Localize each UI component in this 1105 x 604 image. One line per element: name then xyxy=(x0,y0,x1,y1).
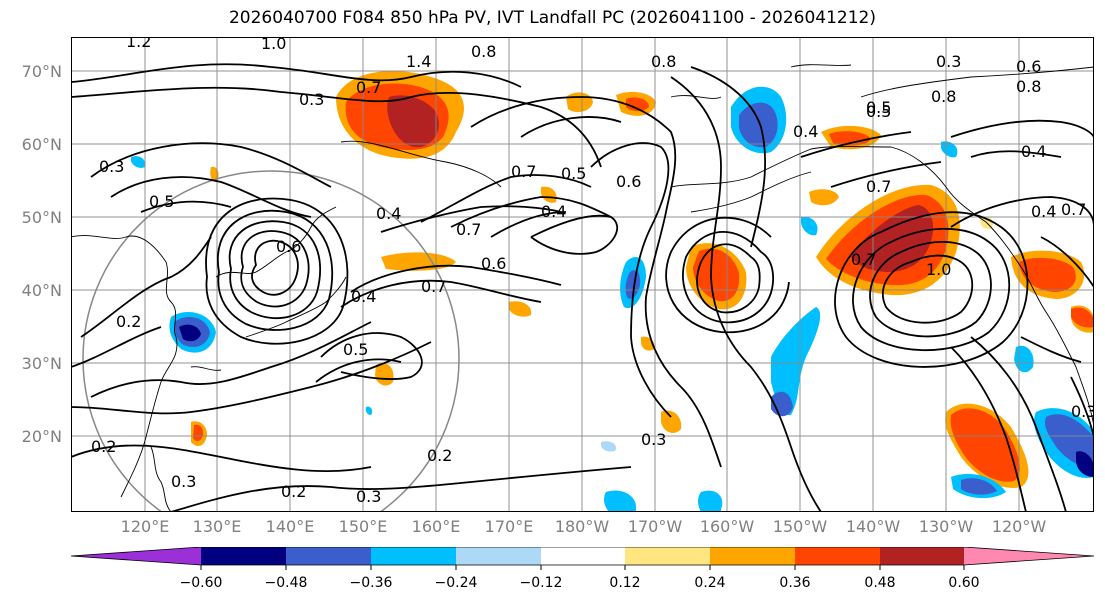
colorbar-segment xyxy=(71,547,201,565)
colorbar-tick-label: −0.60 xyxy=(179,575,223,591)
lon-label: 160°W xyxy=(699,517,755,536)
lon-label: 170°W xyxy=(627,517,683,536)
contour-label: 1.2 xyxy=(126,37,151,51)
lat-label: 70°N xyxy=(21,62,62,81)
contour-label: 0.5 xyxy=(866,98,891,117)
contour-label: 0.7 xyxy=(421,277,446,296)
positive-anomaly-shading xyxy=(191,71,1094,488)
contour-label: 0.2 xyxy=(116,312,141,331)
contour-label: 0.4 xyxy=(1031,202,1056,221)
map-panel: 1.2 1.0 1.4 0.8 0.8 0.3 0.7 0.3 0.5 0.5 … xyxy=(71,37,1094,512)
lat-label: 20°N xyxy=(21,427,62,446)
lat-label: 40°N xyxy=(21,281,62,300)
colorbar-ticks xyxy=(200,565,965,570)
colorbar-tick-label: 0.36 xyxy=(779,575,811,591)
contour-label: 0.5 xyxy=(149,192,174,211)
contour-label: 0.2 xyxy=(427,446,452,465)
contour-label: 0.4 xyxy=(541,202,566,221)
lon-label: 150°W xyxy=(772,517,828,536)
lon-label: 170°E xyxy=(484,517,534,536)
contour-label: 0.5 xyxy=(561,164,586,183)
lon-label: 120°E xyxy=(120,517,170,536)
contour-label: 0.5 xyxy=(343,340,368,359)
contour-label: 0.6 xyxy=(481,254,506,273)
contour-label: 0.4 xyxy=(1021,142,1046,161)
contour-label: 0.4 xyxy=(376,204,401,223)
lon-label: 160°E xyxy=(411,517,461,536)
colorbar-tick-label: 0.60 xyxy=(948,575,980,591)
contour-label: 0.5 xyxy=(866,102,891,121)
colorbar-segment xyxy=(541,547,625,565)
contour-label: 0.4 xyxy=(793,122,818,141)
lon-label: 180°W xyxy=(554,517,610,536)
contour-label: 0.8 xyxy=(931,87,956,106)
lat-label: 60°N xyxy=(21,135,62,154)
contour-label: 0.3 xyxy=(299,90,324,109)
contour-label: 0.6 xyxy=(1016,57,1041,76)
colorbar-tick-label: 0.48 xyxy=(864,575,896,591)
colorbar-segment xyxy=(456,547,541,565)
contour-label: 0.6 xyxy=(616,172,641,191)
colorbar-segment xyxy=(710,547,795,565)
lon-label: 140°E xyxy=(265,517,315,536)
lon-label: 130°E xyxy=(192,517,242,536)
colorbar-segment xyxy=(964,547,1094,565)
contour-label: 0.7 xyxy=(511,162,536,181)
contour-label: 0.7 xyxy=(866,177,891,196)
contour-label: 0.3 xyxy=(99,157,124,176)
contour-label: 0.3 xyxy=(356,487,381,506)
contour-labels: 1.2 1.0 1.4 0.8 0.8 0.3 0.7 0.3 0.5 0.5 … xyxy=(91,37,1094,506)
lat-label: 50°N xyxy=(21,208,62,227)
contour-label: 0.3 xyxy=(936,52,961,71)
contour-label: 0.8 xyxy=(1016,77,1041,96)
contour-label: 0.3 xyxy=(171,472,196,491)
colorbar-segment xyxy=(880,547,964,565)
contour-label: 0.2 xyxy=(281,482,306,501)
lon-label: 130°W xyxy=(918,517,974,536)
lon-label: 140°W xyxy=(845,517,901,536)
lon-label: 150°E xyxy=(338,517,388,536)
colorbar-tick-label: 0.24 xyxy=(694,575,726,591)
colorbar-segment xyxy=(286,547,371,565)
contour-label: 0.7 xyxy=(851,250,876,269)
contour-label: 0.3 xyxy=(1071,402,1094,421)
colorbar-tick-label: −0.36 xyxy=(349,575,393,591)
contour-label: 0.7 xyxy=(1061,200,1086,219)
lon-label: 120°W xyxy=(991,517,1047,536)
colorbar-tick-label: 0.12 xyxy=(609,575,641,591)
contour-label: 0.8 xyxy=(471,42,496,61)
contour-label: 0.7 xyxy=(356,78,381,97)
contour-label: 0.2 xyxy=(91,437,116,456)
colorbar-segment xyxy=(795,547,880,565)
contour-label: 1.0 xyxy=(261,37,286,53)
lat-label: 30°N xyxy=(21,354,62,373)
colorbar-tick-label: −0.12 xyxy=(519,575,563,591)
range-ring xyxy=(82,170,460,512)
contour-label: 1.0 xyxy=(926,260,951,279)
colorbar-segment xyxy=(371,547,456,565)
map-frame xyxy=(71,37,1094,512)
contour-label: 0.4 xyxy=(351,287,376,306)
colorbar-segment xyxy=(625,547,710,565)
contour-label: 1.4 xyxy=(406,52,431,71)
contour-label: 0.6 xyxy=(276,237,301,256)
pv-contours xyxy=(71,63,1094,512)
map-canvas: 1.2 1.0 1.4 0.8 0.8 0.3 0.7 0.3 0.5 0.5 … xyxy=(71,37,1094,512)
colorbar-segment xyxy=(201,547,286,565)
negative-anomaly-shading xyxy=(131,86,1094,512)
contour-label: 0.8 xyxy=(651,52,676,71)
colorbar-tick-label: −0.48 xyxy=(264,575,308,591)
colorbar xyxy=(71,547,1094,570)
colorbar-tick-label: −0.24 xyxy=(434,575,478,591)
contour-label: 0.3 xyxy=(641,430,666,449)
contour-label: 0.7 xyxy=(456,220,481,239)
chart-title: 2026040700 F084 850 hPa PV, IVT Landfall… xyxy=(228,8,876,28)
